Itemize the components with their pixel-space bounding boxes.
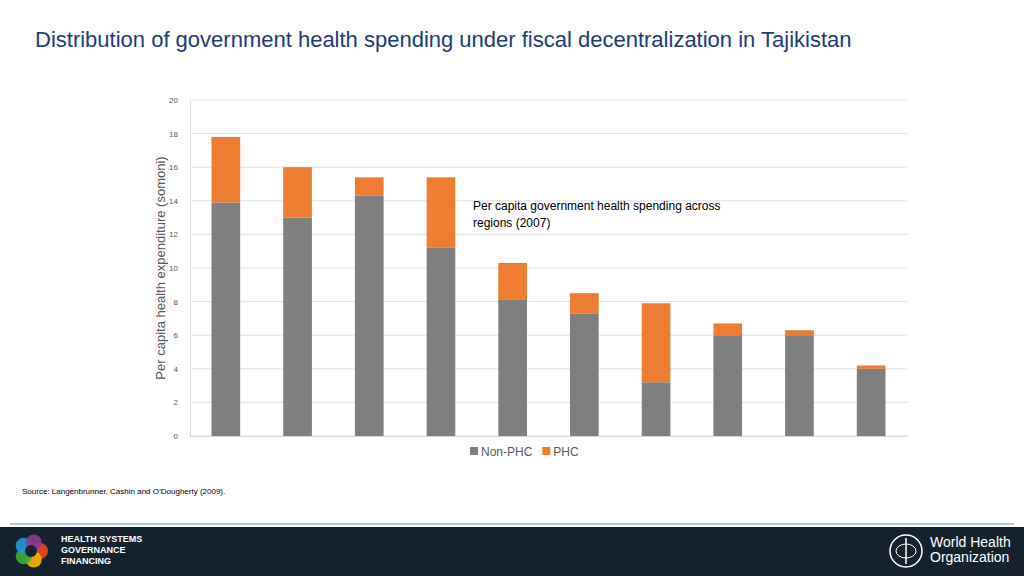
annotation-line: Per capita government health spending ac… — [473, 199, 720, 213]
footer-rule — [10, 524, 1014, 525]
footer-logo-icon — [16, 534, 48, 567]
grid — [190, 100, 907, 436]
y-tick-label: 8 — [174, 298, 179, 307]
y-tick-label: 2 — [174, 398, 179, 407]
bar — [283, 218, 312, 436]
emblem-staff — [905, 538, 907, 564]
logo-center — [25, 545, 37, 557]
bar — [212, 202, 241, 436]
y-tick-label: 14 — [169, 197, 178, 206]
legend-swatch — [542, 447, 550, 455]
y-tick-label: 18 — [169, 130, 178, 139]
bar — [498, 300, 527, 436]
source: Source: Langenbrunner, Cashin and O’Doug… — [22, 487, 225, 496]
bar — [212, 137, 241, 203]
bar — [857, 369, 886, 436]
bar — [713, 323, 742, 335]
annotation: Per capita government health spending ac… — [473, 199, 720, 230]
bar — [857, 365, 886, 368]
series-bars — [212, 196, 886, 436]
y-tick-label: 4 — [174, 365, 179, 374]
footer-left-text: HEALTH SYSTEMSGOVERNANCEFINANCING — [61, 534, 142, 566]
bar — [785, 330, 814, 335]
y-tick: 0 — [174, 432, 190, 441]
bar — [427, 248, 456, 436]
title: Distribution of government health spendi… — [35, 27, 852, 52]
y-tick: 2 — [174, 398, 190, 407]
bar — [642, 303, 671, 382]
y-tick: 20 — [169, 96, 190, 105]
y-axis-title: Per capita health expenditure (somoni) — [153, 156, 168, 379]
y-tick-label: 6 — [174, 331, 179, 340]
bar — [355, 177, 384, 195]
footer-emblem — [890, 535, 922, 567]
y-tick: 6 — [174, 331, 190, 340]
bar — [570, 293, 599, 313]
y-tick-label: 16 — [169, 163, 178, 172]
footer-right-text: World HealthOrganization — [930, 534, 1011, 565]
bar — [427, 177, 456, 248]
footer-left-line: GOVERNANCE — [61, 545, 126, 555]
y-axis-line — [190, 101, 191, 437]
y-tick: 18 — [169, 130, 190, 139]
y-tick-label: 10 — [169, 264, 178, 273]
footer-left-line: FINANCING — [61, 556, 111, 566]
bar — [355, 196, 384, 436]
series-bars — [212, 137, 886, 382]
y-tick: 12 — [169, 230, 190, 239]
legend-label: PHC — [553, 445, 579, 459]
y-tick-label: 20 — [169, 96, 178, 105]
y-axis: 0 2 4 6 8 10 12 14 16 18 20 — [169, 96, 190, 441]
legend-item: PHC — [542, 445, 579, 459]
legend-swatch — [470, 447, 478, 455]
y-tick-label: 12 — [169, 230, 178, 239]
legend-label: Non-PHC — [481, 445, 533, 459]
bar — [570, 313, 599, 436]
footer-right-line: World Health — [930, 534, 1011, 550]
x-axis-line — [191, 436, 908, 437]
footer-band — [0, 527, 1024, 576]
x-axis — [191, 436, 908, 438]
chart: Distribution of government health spendi… — [0, 0, 1024, 576]
bars — [212, 137, 886, 436]
bar — [713, 335, 742, 436]
y-tick: 8 — [174, 298, 190, 307]
legend: Non-PHC PHC — [470, 445, 579, 459]
footer-right-line: Organization — [930, 549, 1009, 565]
y-tick-label: 0 — [174, 432, 179, 441]
annotation-line: regions (2007) — [473, 216, 550, 230]
y-tick: 14 — [169, 197, 190, 206]
footer: HEALTH SYSTEMSGOVERNANCEFINANCING World H… — [0, 524, 1024, 576]
emblem-ring — [890, 535, 922, 567]
y-tick: 16 — [169, 163, 190, 172]
grid-line — [190, 100, 907, 101]
footer-left-line: HEALTH SYSTEMS — [61, 534, 142, 544]
bar — [283, 167, 312, 217]
bar — [642, 382, 671, 436]
emblem-globe — [896, 544, 916, 558]
legend-item: Non-PHC — [470, 445, 533, 459]
y-tick: 10 — [169, 264, 190, 273]
bar — [498, 263, 527, 300]
y-tick: 4 — [174, 365, 190, 374]
bar — [785, 335, 814, 436]
grid-line — [190, 133, 907, 134]
